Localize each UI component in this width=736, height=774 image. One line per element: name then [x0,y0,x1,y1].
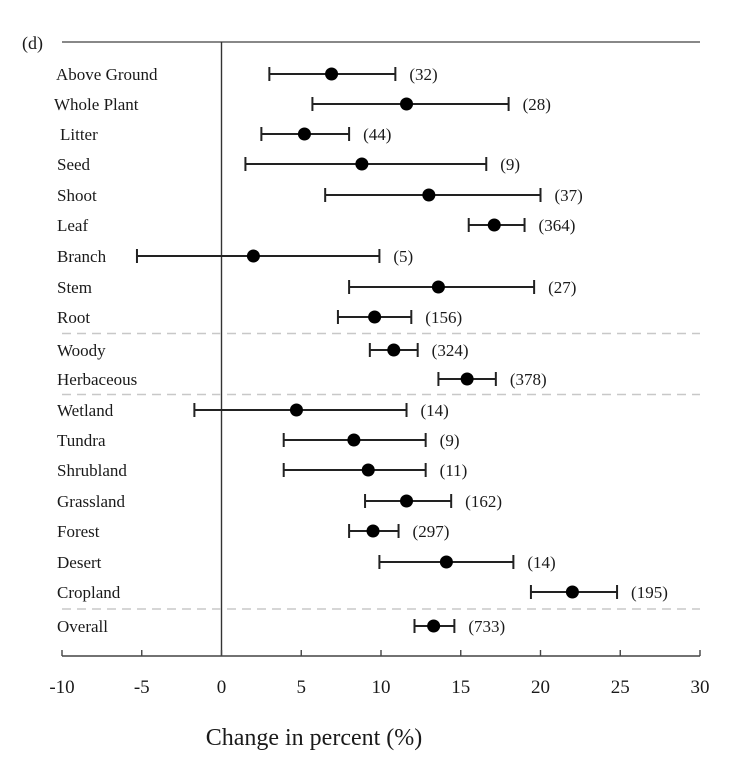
mean-point [400,494,414,508]
mean-point [427,619,441,633]
sample-size-label: (733) [468,617,505,636]
category-label: Whole Plant [54,95,139,114]
sample-size-label: (9) [500,155,520,174]
category-label: Shoot [57,186,97,205]
panel-label: (d) [22,33,43,54]
mean-point [325,67,339,81]
forest-row-whole-plant: Whole Plant (28) [54,95,551,114]
category-label: Litter [60,125,98,144]
sample-size-label: (27) [548,278,576,297]
forest-rows: Above Ground (32) Whole Plant (28) Litter (44… [54,65,668,636]
category-label: Above Ground [56,65,158,84]
group-dividers [62,332,700,610]
x-axis-title: Change in percent (%) [206,725,423,751]
category-label: Woody [57,341,106,360]
forest-row-herbaceous: Herbaceous (378) [57,370,547,389]
forest-row-litter: Litter (44) [60,125,391,144]
mean-point [431,280,445,294]
mean-point [366,524,380,538]
forest-row-seed: Seed (9) [57,155,520,174]
category-label: Tundra [57,431,106,450]
x-tick-label: 25 [611,677,630,698]
forest-row-wetland: Wetland (14) [57,401,449,420]
category-label: Grassland [57,492,125,511]
mean-point [361,463,375,477]
sample-size-label: (378) [510,370,547,389]
sample-size-label: (324) [432,341,469,360]
mean-point [487,218,501,232]
category-label: Desert [57,553,102,572]
sample-size-label: (5) [393,247,413,266]
category-label: Wetland [57,401,114,420]
mean-point [387,343,401,357]
forest-row-stem: Stem (27) [57,278,576,297]
forest-row-tundra: Tundra (9) [57,431,459,450]
x-tick-label: 15 [451,677,470,698]
mean-point [439,555,453,569]
x-tick-label: 30 [691,677,710,698]
x-tick-label: -5 [134,677,150,698]
sample-size-label: (44) [363,125,391,144]
category-label: Overall [57,617,108,636]
category-label: Root [57,308,90,327]
mean-point [422,188,436,202]
x-tick-label: 5 [297,677,307,698]
mean-point [246,249,260,263]
x-tick-label: 10 [372,677,391,698]
sample-size-label: (9) [440,431,460,450]
mean-point [347,433,361,447]
x-tick-label: -10 [49,677,74,698]
sample-size-label: (297) [413,522,450,541]
x-tick-label: 20 [531,677,550,698]
category-label: Shrubland [57,461,127,480]
category-label: Stem [57,278,92,297]
sample-size-label: (32) [409,65,437,84]
mean-point [297,127,311,141]
forest-row-grassland: Grassland (162) [57,492,502,511]
forest-row-shoot: Shoot (37) [57,186,583,205]
category-label: Herbaceous [57,370,137,389]
forest-row-cropland: Cropland (195) [57,583,668,602]
category-label: Cropland [57,583,121,602]
sample-size-label: (28) [523,95,551,114]
category-label: Forest [57,522,100,541]
sample-size-label: (37) [555,186,583,205]
x-tick-label: 0 [217,677,227,698]
forest-row-above-ground: Above Ground (32) [56,65,438,84]
forest-row-woody: Woody (324) [57,341,469,360]
forest-row-forest: Forest (297) [57,522,449,541]
forest-row-root: Root (156) [57,308,462,327]
mean-point [460,372,474,386]
sample-size-label: (195) [631,583,668,602]
category-label: Leaf [57,216,88,235]
forest-row-leaf: Leaf (364) [57,216,575,235]
x-axis-ticks: -10 -5 0 5 10 15 20 25 30 [49,650,710,698]
forest-row-shrubland: Shrubland (11) [57,461,467,480]
forest-row-desert: Desert (14) [57,553,556,572]
sample-size-label: (364) [539,216,576,235]
forest-row-overall: Overall (733) [57,617,505,636]
category-label: Branch [57,247,107,266]
mean-point [400,97,414,111]
sample-size-label: (14) [527,553,555,572]
mean-point [368,310,382,324]
sample-size-label: (162) [465,492,502,511]
mean-point [289,403,303,417]
category-label: Seed [57,155,91,174]
mean-point [355,157,369,171]
forest-row-branch: Branch (5) [57,247,413,266]
sample-size-label: (156) [425,308,462,327]
sample-size-label: (11) [440,461,468,480]
sample-size-label: (14) [421,401,449,420]
mean-point [565,585,579,599]
